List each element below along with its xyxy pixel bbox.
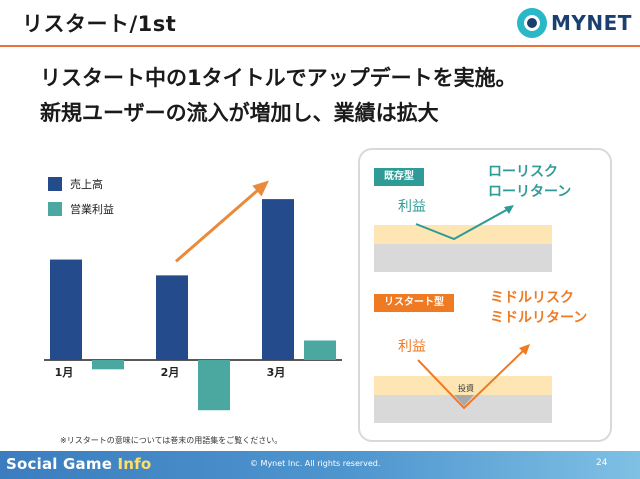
footer: Social Game Info © Mynet Inc. All rights… [0,451,640,479]
existing-baseline-band [374,244,552,272]
bar-sales-3 [262,199,294,360]
legend-label-operating-profit: 営業利益 [70,203,114,216]
headline-line-1: リスタート中の1タイトルでアップデートを実施。 [40,66,517,90]
restart-profit-line [417,349,525,410]
existing-profit-line [415,207,511,241]
existing-risk-label-1: ローリスク [488,164,558,180]
restart-investment-dip [454,395,474,406]
chart-plot: 1月 2月 3月 [44,180,342,411]
existing-risk-label-2: ローリターン [488,184,572,200]
mynet-logo-icon [517,8,547,38]
restart-investment-band [374,376,552,395]
bar-operating-profit-2 [198,360,230,411]
restart-risk-label-1: ミドルリスク [490,290,574,306]
logo-text: MYNET [551,11,632,35]
restart-type-badge: リスタート型 [374,294,454,312]
mynet-logo: MYNET [515,5,635,41]
slide-title: リスタート/1st [22,12,177,36]
bar-sales-1 [50,259,82,360]
trend-arrow-line [175,181,267,263]
existing-arrow-head [504,205,514,214]
slide-header: リスタート/1st MYNET [0,0,640,47]
restart-arrow-head [519,344,530,355]
footer-brand-main: Social Game [6,455,118,473]
investment-label: 投資 [458,384,474,393]
headline-line-2: 新規ユーザーの流入が増加し、業績は拡大 [40,101,439,125]
x-tick-label: 1月 [55,366,74,379]
risk-diagram [374,205,552,423]
existing-profit-label: 利益 [398,199,426,215]
legend-swatch-operating-profit [48,202,62,216]
footer-brand-accent: Info [117,455,152,473]
header-rule [0,45,640,47]
bar-sales-2 [156,275,188,360]
x-tick-label: 2月 [161,366,180,379]
copyright: © Mynet Inc. All rights reserved. [250,459,381,468]
legend-swatch-sales [48,177,62,191]
performance-chart: 売上高 営業利益 1月 2月 3月 [30,150,350,430]
bar-operating-profit-3 [304,340,336,360]
existing-type-badge: 既存型 [374,168,424,186]
x-tick-label: 3月 [267,366,286,379]
restart-profit-label: 利益 [398,339,426,355]
legend-label-sales: 売上高 [70,178,103,191]
comparison-panel: 既存型 ローリスク ローリターン 利益 投資 リスタート型 ミドルリスク ミドル… [358,148,612,442]
restart-risk-label-2: ミドルリターン [490,310,588,326]
chart-footnote: ※リスタートの意味については巻末の用語集をご覧ください。 [60,436,283,445]
footer-brand: Social Game Info [6,455,151,473]
bar-operating-profit-1 [92,360,124,370]
trend-arrow-head [252,180,270,197]
page-number: 24 [596,458,608,468]
